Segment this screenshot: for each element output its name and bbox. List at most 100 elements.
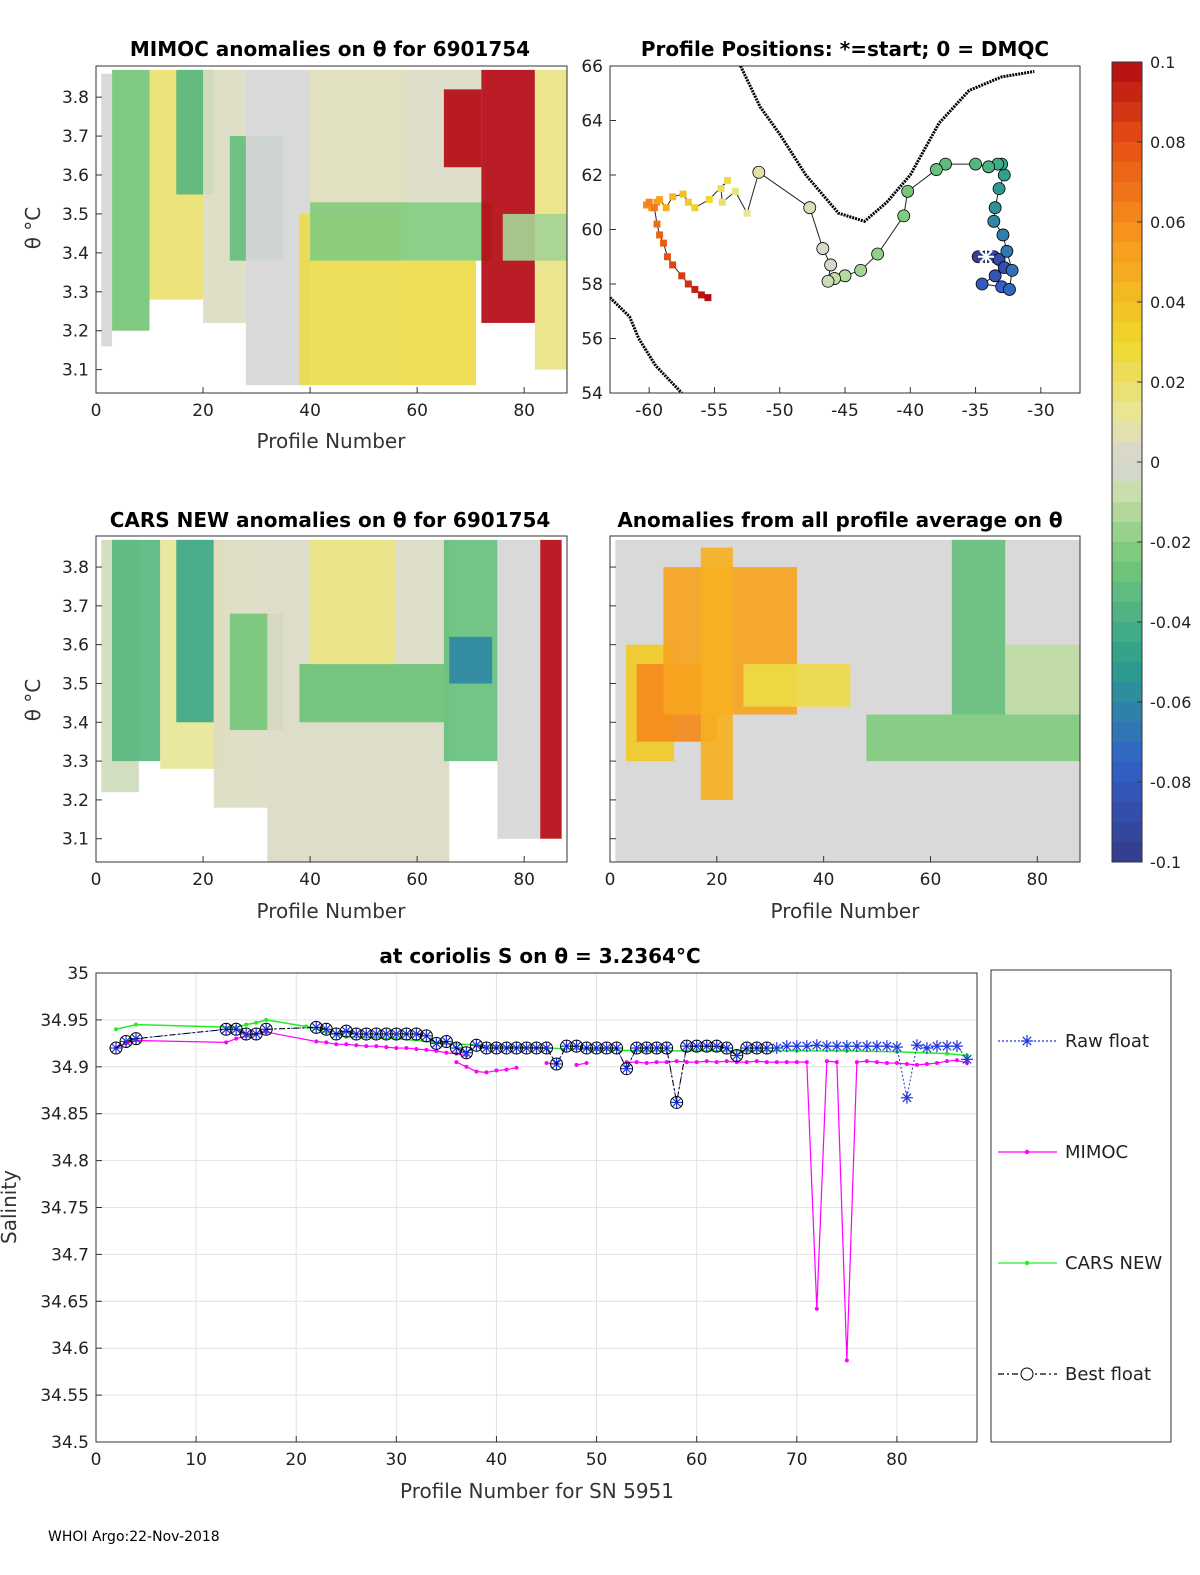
mimoc-point [464, 1064, 469, 1069]
colorbar-band [1112, 522, 1142, 543]
profile-dmqc-marker [988, 269, 1002, 283]
mimoc-point [224, 1040, 229, 1045]
best-float-circle [720, 1041, 734, 1055]
anomaly-cell [443, 89, 482, 168]
raw-float-star [630, 1042, 643, 1055]
best-float-circle [339, 1024, 353, 1038]
profile-marker [684, 198, 692, 206]
mimoc-point [884, 1061, 889, 1066]
x-tick-label: 0 [91, 401, 102, 421]
colorbar-band [1112, 322, 1142, 343]
legend: Raw float MIMOC CARS NEW Best float [998, 1031, 1162, 1385]
raw-float-star-stroke [852, 1041, 862, 1051]
anomaly-cell [743, 664, 851, 707]
cars-point [134, 1022, 139, 1027]
colorbar-band [1112, 82, 1142, 103]
mimoc-point [454, 1060, 459, 1065]
best-float-circle [700, 1039, 714, 1053]
best-float-circle [219, 1022, 233, 1036]
colorbar-band [1112, 782, 1142, 803]
best-float-circle [349, 1027, 363, 1041]
raw-float-star-stroke [712, 1041, 722, 1051]
y-tick-label: 3.8 [62, 88, 89, 108]
mimoc-point [514, 1065, 519, 1070]
raw-float-star-stroke [241, 1029, 251, 1039]
anomaly-cell [176, 539, 214, 723]
raw-float-star [920, 1042, 933, 1055]
cars-title: CARS NEW anomalies on θ for 6901754 [110, 508, 551, 532]
best-float-circle [329, 1027, 343, 1041]
x-tick-label: 50 [586, 1450, 608, 1470]
mimoc_panel-field [101, 69, 567, 386]
raw-float-star [340, 1025, 353, 1038]
best-float-circle [740, 1041, 754, 1055]
raw-float-star [950, 1040, 963, 1053]
colorbar-band [1112, 382, 1142, 403]
raw-float-star-stroke [842, 1041, 852, 1051]
raw-float-star-stroke [782, 1041, 792, 1051]
colorbar-tick-label: 0.08 [1150, 133, 1186, 152]
raw-float-star-stroke [962, 1054, 972, 1064]
raw-float-star-stroke [381, 1029, 391, 1039]
colorbar-band [1112, 562, 1142, 583]
anomaly-cell [401, 260, 477, 386]
positions-plot [610, 66, 1035, 393]
raw-float-star [130, 1032, 143, 1045]
anomaly-cell [310, 69, 407, 214]
mimoc-point [704, 1059, 709, 1064]
coastline-greenland [739, 66, 1035, 224]
raw-float-star [540, 1042, 553, 1055]
profile-marker [669, 193, 677, 201]
best-float-circle [760, 1041, 774, 1055]
colorbar-band [1112, 762, 1142, 783]
colorbar-band [1112, 722, 1142, 743]
y-tick-label: 56 [581, 330, 603, 350]
avg-title: Anomalies from all profile average on θ [617, 508, 1062, 532]
mimoc-point [374, 1044, 379, 1049]
mimoc_panel-frame [95, 65, 568, 394]
anomaly-cell [449, 636, 493, 684]
x-tick-label: -30 [1027, 401, 1055, 421]
mimoc-point [914, 1062, 919, 1067]
legend-star-marker [1021, 1035, 1033, 1047]
raw-float-star-stroke [922, 1043, 932, 1053]
raw-float-star [820, 1040, 833, 1053]
mimoc-point [844, 1358, 849, 1363]
colorbar-tick-label: 0.04 [1150, 293, 1186, 312]
mimoc-point [754, 1059, 759, 1064]
colorbar-tick-label: 0 [1150, 453, 1160, 472]
profile-marker [743, 209, 751, 217]
best-float-circle [610, 1041, 624, 1055]
raw-float-star-stroke [631, 1043, 642, 1053]
y-tick-label: 3.5 [62, 674, 89, 694]
colorbar-band [1112, 822, 1142, 843]
x-tick-label: 60 [686, 1450, 708, 1470]
best-float-circle [530, 1041, 543, 1055]
raw-float-star [850, 1040, 863, 1053]
avg_panel-frame [609, 535, 1081, 863]
best-float-circle [580, 1041, 594, 1055]
raw-float-star-stroke [912, 1040, 922, 1050]
raw-float-star [430, 1037, 443, 1050]
x-tick-label: 80 [513, 401, 535, 421]
profile-marker [697, 291, 705, 299]
raw-float-star [790, 1040, 803, 1053]
best-float-circle [429, 1036, 443, 1050]
mimoc-point [544, 1061, 549, 1066]
anomaly-cell [112, 539, 161, 762]
x-tick-label: 30 [386, 1450, 408, 1470]
raw-float-star-stroke [812, 1040, 822, 1050]
raw-float-star-stroke [461, 1048, 472, 1058]
raw-float-star-stroke [692, 1041, 702, 1051]
profile-marker [724, 176, 731, 184]
anomaly-cell [866, 714, 1080, 762]
raw-float-star-stroke [832, 1041, 842, 1051]
y-tick-label: 34.7 [51, 1245, 89, 1265]
anomaly-cell [112, 69, 150, 331]
avg_panel-axes: 0 20 40 60 80 [605, 535, 1081, 890]
y-tick-label: 64 [581, 112, 603, 132]
mimoc-point [724, 1059, 729, 1064]
colorbar-band [1112, 242, 1142, 263]
raw-float-line [115, 1026, 968, 1103]
